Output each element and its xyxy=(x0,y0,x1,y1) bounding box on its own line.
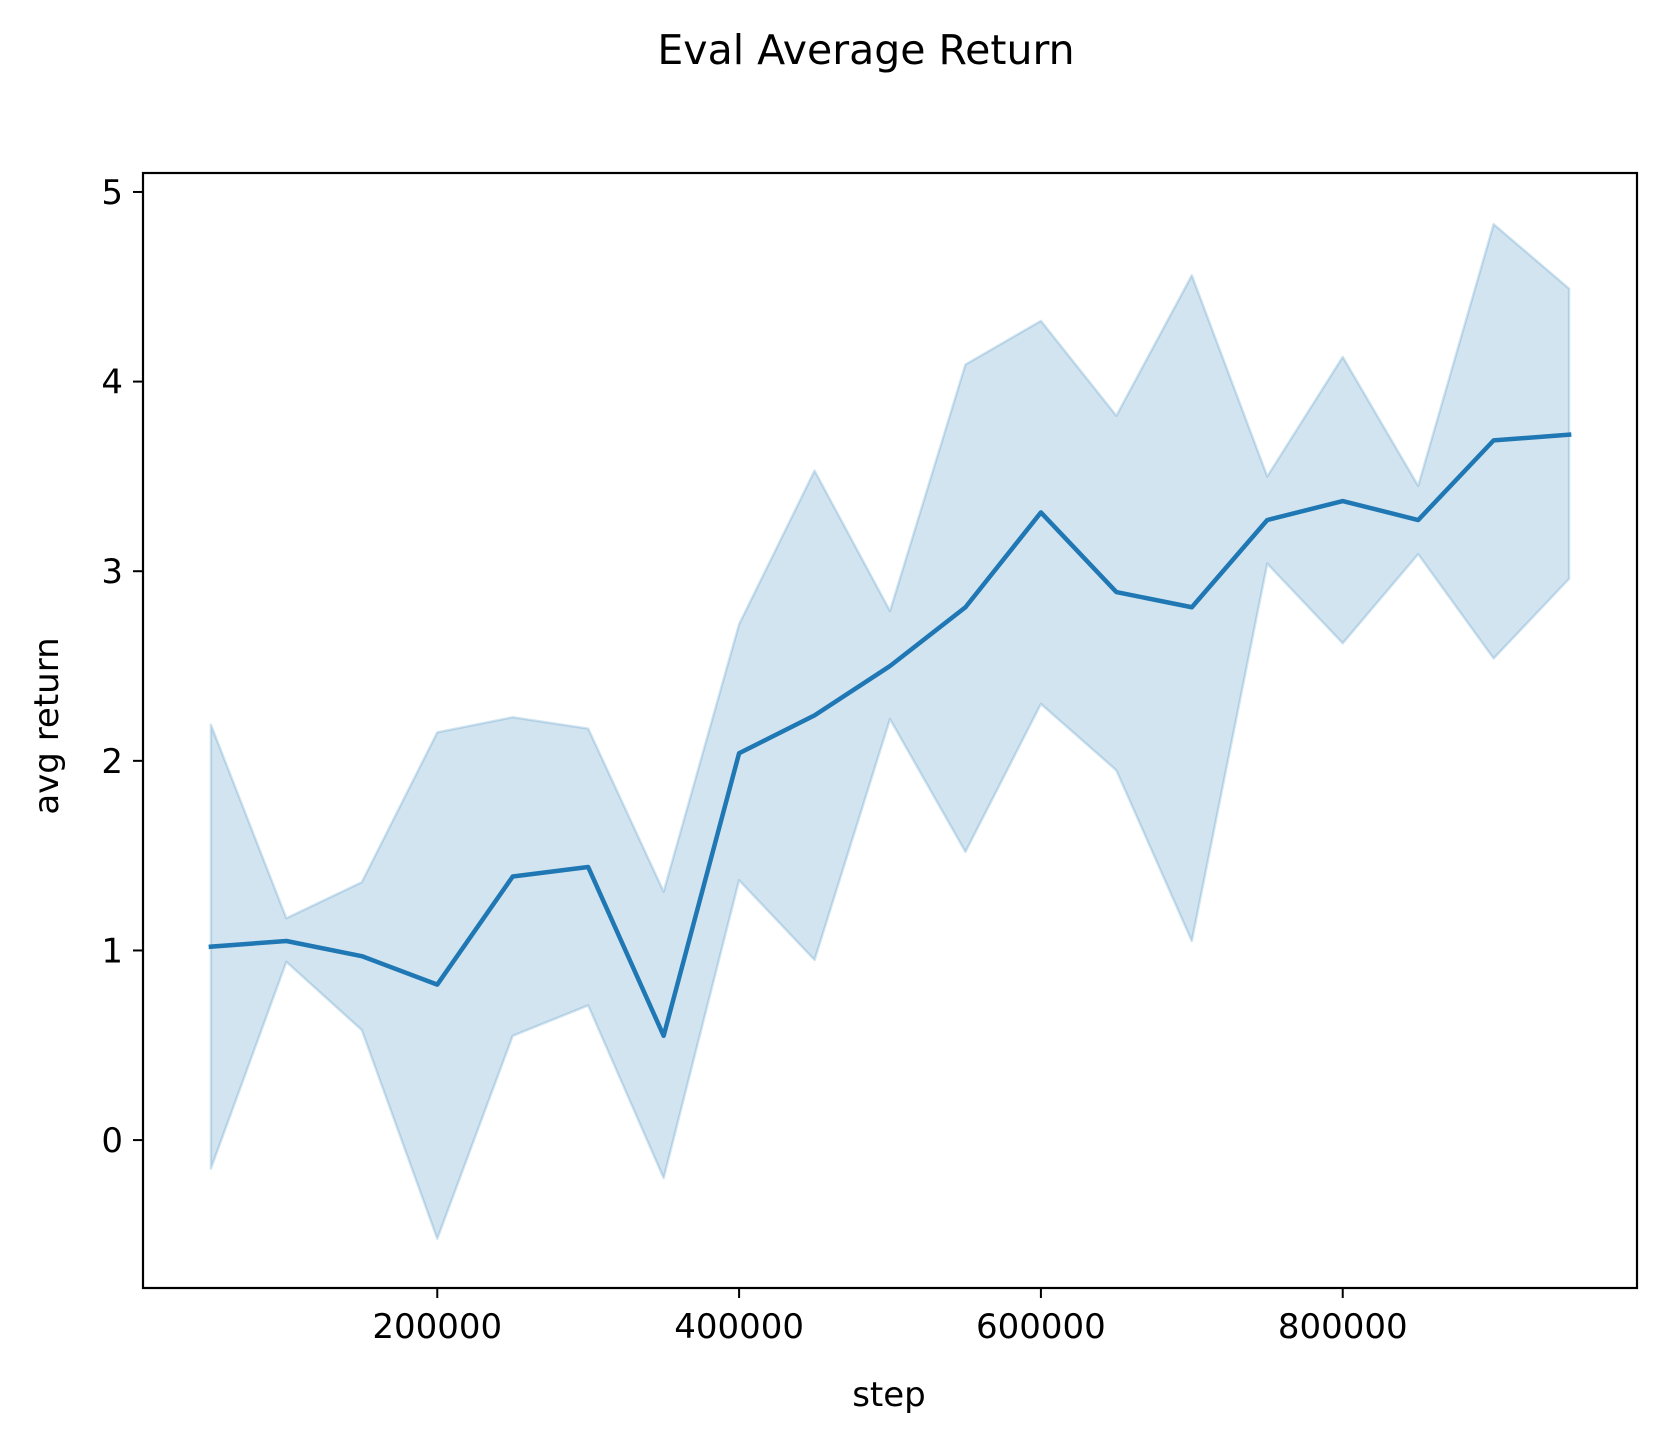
y-axis-ticks: 0 1 2 3 4 5 xyxy=(101,173,143,1161)
x-axis-ticks: 200000 400000 600000 800000 xyxy=(372,1288,1408,1347)
y-tick-label: 4 xyxy=(101,363,123,403)
x-tick-label: 400000 xyxy=(674,1307,804,1347)
confidence-band-layer xyxy=(209,222,1571,1240)
y-tick-label: 0 xyxy=(101,1121,123,1161)
x-tick-label: 600000 xyxy=(976,1307,1106,1347)
chart-title: Eval Average Return xyxy=(657,26,1074,74)
x-tick-label: 800000 xyxy=(1278,1307,1408,1347)
x-axis-label: step xyxy=(852,1375,926,1415)
y-tick-label: 5 xyxy=(101,173,123,213)
y-axis-label: avg return xyxy=(27,637,67,814)
x-tick-label: 200000 xyxy=(372,1307,502,1347)
confidence-band xyxy=(209,222,1571,1240)
series-line-layer xyxy=(208,432,1572,1039)
plot-area-frame xyxy=(141,171,1639,1290)
y-tick-label: 1 xyxy=(101,931,123,971)
series-line xyxy=(208,432,1572,1039)
y-tick-label: 2 xyxy=(101,742,123,782)
y-tick-label: 3 xyxy=(101,552,123,592)
